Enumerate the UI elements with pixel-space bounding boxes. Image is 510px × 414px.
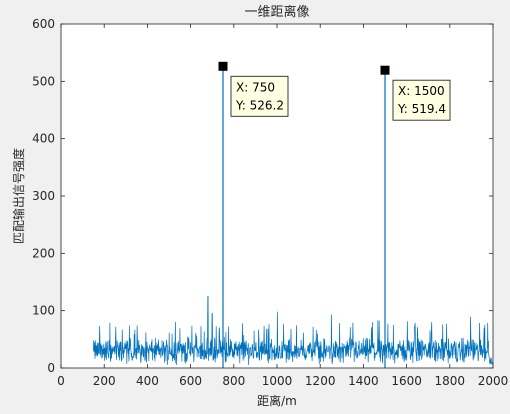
y-tick-label: 200 (32, 246, 55, 260)
x-tick-label: 1000 (262, 374, 293, 388)
y-tick-label: 400 (32, 132, 55, 146)
y-axis-label: 匹配输出信号强度 (11, 148, 26, 244)
x-axis: 0 200 400 600 800 1000 1200 1400 1600 1800 2000 (57, 24, 508, 388)
x-tick-label: 1400 (348, 374, 379, 388)
y-tick-label: 0 (47, 361, 55, 375)
peak-series (222, 66, 386, 368)
x-tick-label: 1800 (435, 374, 466, 388)
datatip-x-text: X: 1500 (398, 84, 445, 98)
y-tick-label: 600 (32, 17, 55, 31)
noise-line (93, 295, 494, 366)
x-tick-label: 200 (93, 374, 116, 388)
datatip-box-1[interactable] (230, 75, 289, 117)
x-axis-label: 距离/m (257, 393, 297, 408)
y-tick-label: 500 (32, 74, 55, 88)
x-tick-label: 0 (57, 374, 65, 388)
chart-title: 一维距离像 (244, 4, 309, 20)
x-tick-label: 400 (136, 374, 159, 388)
datatip-y-text: Y: 519.4 (397, 102, 446, 116)
plot-area (61, 24, 493, 368)
datatips: X: 750 Y: 526.2 X: 1500 Y: 519.4 (218, 61, 451, 121)
y-axis: 0 100 200 300 400 500 600 (32, 17, 493, 375)
datatip-y-text: Y: 526.2 (235, 98, 284, 112)
x-tick-label: 2000 (478, 374, 509, 388)
datatip-x-text: X: 750 (236, 80, 275, 94)
datatip-marker-1[interactable] (218, 61, 228, 71)
y-tick-label: 300 (32, 189, 55, 203)
x-tick-label: 600 (179, 374, 202, 388)
x-tick-label: 1600 (391, 374, 422, 388)
x-tick-label: 1200 (305, 374, 336, 388)
datatip-marker-2[interactable] (380, 65, 390, 75)
y-tick-label: 100 (32, 304, 55, 318)
noise-series (93, 295, 494, 366)
datatip-box-2[interactable] (392, 79, 451, 121)
x-tick-label: 800 (222, 374, 245, 388)
